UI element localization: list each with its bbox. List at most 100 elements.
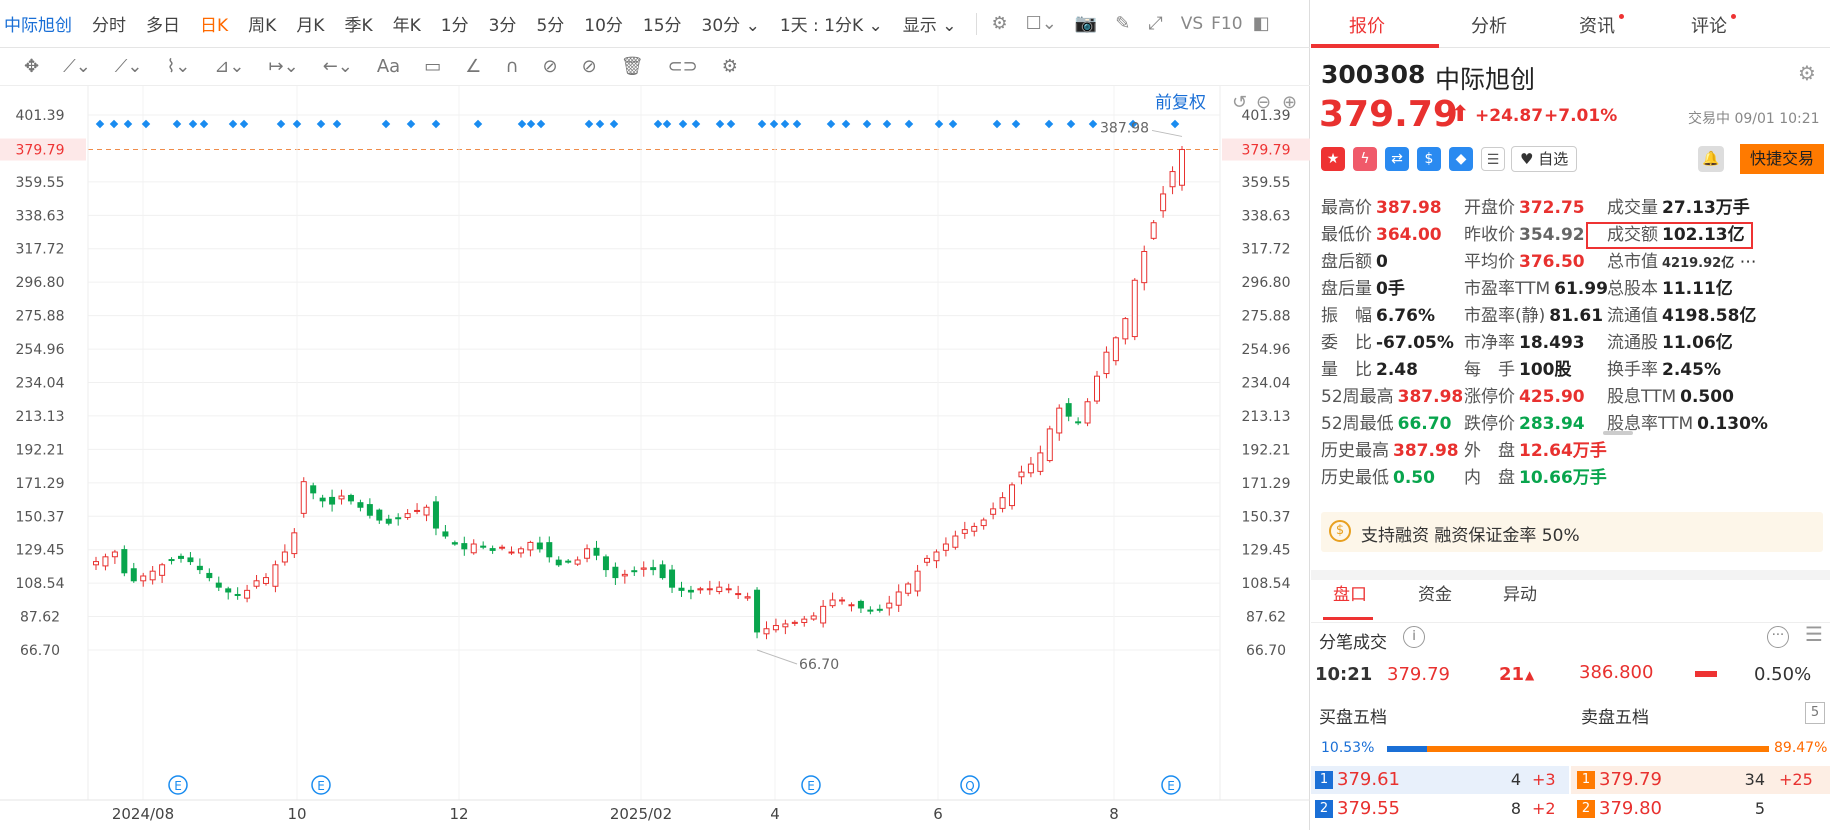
quote-cell: 股息率TTM 0.130% <box>1607 409 1768 434</box>
vs-button[interactable]: VS <box>1180 13 1204 34</box>
period-item[interactable]: 1分 <box>440 16 469 36</box>
settings-icon[interactable]: ⚙ <box>1798 61 1816 85</box>
period-item[interactable]: 3分 <box>488 16 517 36</box>
buy-level-price[interactable]: 379.61 <box>1337 769 1400 790</box>
signal-dot <box>473 119 483 129</box>
more-icon[interactable]: ··· <box>1767 626 1789 648</box>
square-icon[interactable]: ☐⌄ <box>1025 13 1057 34</box>
quote-cell: 开盘价 372.75 <box>1464 193 1585 218</box>
buy-level-index: 1 <box>1315 771 1333 789</box>
period-item[interactable]: 季K <box>344 16 373 36</box>
candle-body <box>319 497 326 502</box>
margin-text: 支持融资 融资保证金率 50% <box>1361 526 1580 546</box>
arrow-tool-icon[interactable]: ←⌄ <box>322 56 353 77</box>
fq-label[interactable]: 前复权 <box>1155 93 1206 113</box>
watchlist-button[interactable]: ♥ 自选 <box>1511 146 1578 172</box>
period-item[interactable]: 5分 <box>536 16 565 36</box>
tag-icon[interactable]: ◆ <box>1449 147 1473 171</box>
five-levels-button[interactable]: 5 <box>1805 702 1825 724</box>
period-item[interactable]: 月K <box>296 16 325 36</box>
tab-label: 分析 <box>1471 16 1507 37</box>
period-item[interactable]: 日K <box>200 16 229 36</box>
candle-body <box>196 565 203 571</box>
tab-1[interactable]: 分析 <box>1471 12 1507 38</box>
tab-0[interactable]: 报价 <box>1349 12 1385 38</box>
zoom-in-icon[interactable]: ⊕ <box>1282 92 1297 113</box>
lightning-icon[interactable]: ϟ <box>1353 147 1377 171</box>
comment-tool-icon[interactable]: ▭ <box>424 56 442 77</box>
price-tick-left: 379.79 <box>16 143 65 159</box>
period-item[interactable]: 显示 ⌄ <box>902 16 957 36</box>
wave-tool-icon[interactable]: ⌇⌄ <box>166 56 191 77</box>
tab-3[interactable]: 评论 <box>1691 12 1736 38</box>
note-icon[interactable]: ☰ <box>1481 147 1505 171</box>
sell-level-price[interactable]: 379.79 <box>1599 769 1662 790</box>
hide-icon[interactable]: ⊘ <box>581 56 597 77</box>
event-marker[interactable]: E <box>1161 775 1181 795</box>
f10-button[interactable]: F10 <box>1211 13 1243 34</box>
link-icon[interactable]: ⊂⊃ <box>667 56 698 77</box>
cn-flag-icon[interactable]: ★ <box>1321 147 1345 171</box>
x-axis-label: 12 <box>449 805 468 823</box>
signal-dot <box>1088 119 1098 129</box>
more-circle-icon[interactable]: ⋯ <box>1734 252 1757 272</box>
event-marker[interactable]: Q <box>960 775 980 795</box>
polyline-tool-icon[interactable]: ⟋⌄ <box>114 56 143 77</box>
text-tool-icon[interactable]: Aa <box>376 56 401 77</box>
period-item[interactable]: 多日 <box>146 16 180 36</box>
range-tool-icon[interactable]: ↦⌄ <box>268 56 299 77</box>
sidebar-toggle-icon[interactable]: ◧ <box>1252 13 1270 34</box>
buy-level-price[interactable]: 379.55 <box>1337 798 1400 819</box>
period-item[interactable]: 30分 ⌄ <box>701 16 760 36</box>
move-icon[interactable]: ✥ <box>24 56 40 77</box>
period-item[interactable]: 年K <box>392 16 421 36</box>
pankou-tab[interactable]: 盘口 <box>1333 585 1367 605</box>
candle-body <box>546 542 553 558</box>
eye-icon[interactable]: ⊘ <box>542 56 558 77</box>
pankou-tab[interactable]: 资金 <box>1418 585 1452 605</box>
period-item[interactable]: 周K <box>248 16 277 36</box>
magnet-icon[interactable]: ∩ <box>505 56 519 77</box>
period-item[interactable]: 10分 <box>584 16 623 36</box>
shuffle-icon[interactable]: ⇄ <box>1385 147 1409 171</box>
event-marker-label: E <box>317 779 325 793</box>
tick-time: 10:21 <box>1315 664 1373 685</box>
settings-icon[interactable]: ⚙ <box>721 56 738 77</box>
event-marker[interactable]: E <box>311 775 331 795</box>
pankou-tab[interactable]: 异动 <box>1503 585 1537 605</box>
quote-grid-drag-handle[interactable] <box>1603 431 1633 435</box>
sell-level-price[interactable]: 379.80 <box>1599 798 1662 819</box>
line-tool-icon[interactable]: ⟋⌄ <box>63 56 91 77</box>
candlestick-chart[interactable]: 401.39 379.79 359.55 338.63 317.72 296.80 275.… <box>0 86 1310 830</box>
zoom-out-icon[interactable]: ⊖ <box>1256 92 1271 113</box>
tick-price: 379.79 <box>1387 664 1450 685</box>
bell-icon[interactable]: 🔔 <box>1698 146 1724 172</box>
expand-icon[interactable]: ⤢ <box>1148 13 1163 34</box>
stock-name-tab[interactable]: 中际旭创 <box>4 16 72 36</box>
dollar-icon[interactable]: $ <box>1417 147 1441 171</box>
gear-icon[interactable]: ⚙ <box>991 13 1008 34</box>
period-item[interactable]: 分时 <box>92 16 126 36</box>
info-icon[interactable]: i <box>1403 626 1425 648</box>
event-marker[interactable]: E <box>801 775 821 795</box>
sell-row-bg <box>1571 795 1830 823</box>
event-marker[interactable]: E <box>168 775 188 795</box>
price-tick-left: 401.39 <box>16 108 65 124</box>
price-tick-right: 171.29 <box>1242 476 1291 492</box>
candle-body <box>432 501 439 529</box>
signal-dot <box>792 119 802 129</box>
period-item[interactable]: 15分 <box>642 16 682 36</box>
ruler-tool-icon[interactable]: ⊿⌄ <box>214 56 245 77</box>
trash-icon[interactable]: 🗑 <box>620 56 644 77</box>
camera-icon[interactable]: 📷 <box>1074 13 1098 34</box>
list-icon[interactable]: ☰ <box>1805 622 1823 646</box>
reset-icon[interactable]: ↺ <box>1232 92 1247 113</box>
pen-tool-icon[interactable]: ∠ <box>465 56 482 77</box>
candle-body <box>1179 149 1185 186</box>
pencil-icon[interactable]: ✎ <box>1115 13 1131 34</box>
quick-trade-button[interactable]: 快捷交易 <box>1740 144 1824 174</box>
tab-2[interactable]: 资讯 <box>1579 12 1624 38</box>
period-item[interactable]: 1天 : 1分K ⌄ <box>779 16 883 36</box>
candle-body <box>168 559 175 562</box>
tab-underline <box>1311 44 1439 48</box>
